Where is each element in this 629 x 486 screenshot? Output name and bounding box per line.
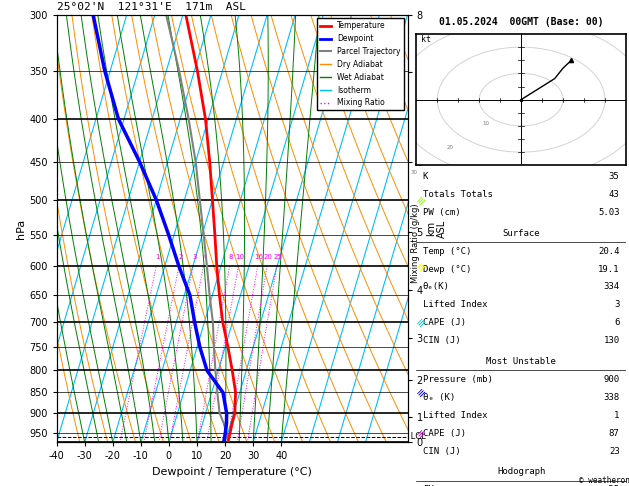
Text: 20.4: 20.4 — [598, 246, 620, 256]
Text: EH: EH — [423, 485, 433, 486]
Text: Surface: Surface — [503, 228, 540, 238]
Legend: Temperature, Dewpoint, Parcel Trajectory, Dry Adiabat, Wet Adiabat, Isotherm, Mi: Temperature, Dewpoint, Parcel Trajectory… — [316, 18, 404, 110]
Text: 35: 35 — [609, 172, 620, 181]
Text: 43: 43 — [609, 190, 620, 199]
Text: 01.05.2024  00GMT (Base: 00): 01.05.2024 00GMT (Base: 00) — [439, 17, 603, 27]
Text: 130: 130 — [603, 336, 620, 346]
Y-axis label: hPa: hPa — [16, 218, 26, 239]
Text: 5.03: 5.03 — [598, 208, 620, 217]
Text: 16: 16 — [254, 254, 264, 260]
Text: Dewp (°C): Dewp (°C) — [423, 264, 471, 274]
Text: CAPE (J): CAPE (J) — [423, 429, 465, 438]
Text: 900: 900 — [603, 375, 620, 384]
Text: CIN (J): CIN (J) — [423, 336, 460, 346]
Text: Most Unstable: Most Unstable — [486, 357, 556, 366]
Text: LCL: LCL — [408, 432, 425, 441]
Text: ≡: ≡ — [415, 315, 429, 329]
Text: Lifted Index: Lifted Index — [423, 411, 487, 420]
Text: CIN (J): CIN (J) — [423, 447, 460, 456]
Text: ≡: ≡ — [415, 193, 429, 207]
Text: ≡: ≡ — [415, 259, 429, 273]
Text: 23: 23 — [609, 447, 620, 456]
Text: 4: 4 — [203, 254, 207, 260]
Text: ≡: ≡ — [415, 426, 429, 440]
Text: 1: 1 — [614, 411, 620, 420]
Text: -25: -25 — [603, 485, 620, 486]
Text: 338: 338 — [603, 393, 620, 402]
Text: © weatheronline.co.uk: © weatheronline.co.uk — [579, 475, 629, 485]
Text: 1: 1 — [155, 254, 160, 260]
Text: 334: 334 — [603, 282, 620, 292]
Text: CAPE (J): CAPE (J) — [423, 318, 465, 328]
Text: 25°02'N  121°31'E  171m  ASL: 25°02'N 121°31'E 171m ASL — [57, 2, 245, 13]
Text: 87: 87 — [609, 429, 620, 438]
Text: θₑ(K): θₑ(K) — [423, 282, 450, 292]
Text: K: K — [423, 172, 428, 181]
Text: Mixing Ratio (g/kg): Mixing Ratio (g/kg) — [411, 203, 420, 283]
Text: 30: 30 — [411, 171, 418, 175]
Text: PW (cm): PW (cm) — [423, 208, 460, 217]
Text: 3: 3 — [192, 254, 196, 260]
Text: 2: 2 — [178, 254, 182, 260]
X-axis label: Dewpoint / Temperature (°C): Dewpoint / Temperature (°C) — [152, 467, 312, 477]
Text: 3: 3 — [614, 300, 620, 310]
Text: θₑ (K): θₑ (K) — [423, 393, 455, 402]
Text: 8: 8 — [228, 254, 233, 260]
Text: 20: 20 — [264, 254, 272, 260]
Text: ≡: ≡ — [415, 385, 429, 399]
Text: kt: kt — [421, 35, 431, 44]
Text: Hodograph: Hodograph — [497, 467, 545, 476]
Text: 10: 10 — [235, 254, 244, 260]
Text: 19.1: 19.1 — [598, 264, 620, 274]
Text: Lifted Index: Lifted Index — [423, 300, 487, 310]
Text: Totals Totals: Totals Totals — [423, 190, 493, 199]
Text: Temp (°C): Temp (°C) — [423, 246, 471, 256]
Text: Pressure (mb): Pressure (mb) — [423, 375, 493, 384]
Text: 10: 10 — [482, 121, 489, 125]
Text: 6: 6 — [614, 318, 620, 328]
Text: 25: 25 — [274, 254, 282, 260]
Text: 20: 20 — [447, 145, 454, 151]
Y-axis label: km
ASL: km ASL — [426, 219, 447, 238]
